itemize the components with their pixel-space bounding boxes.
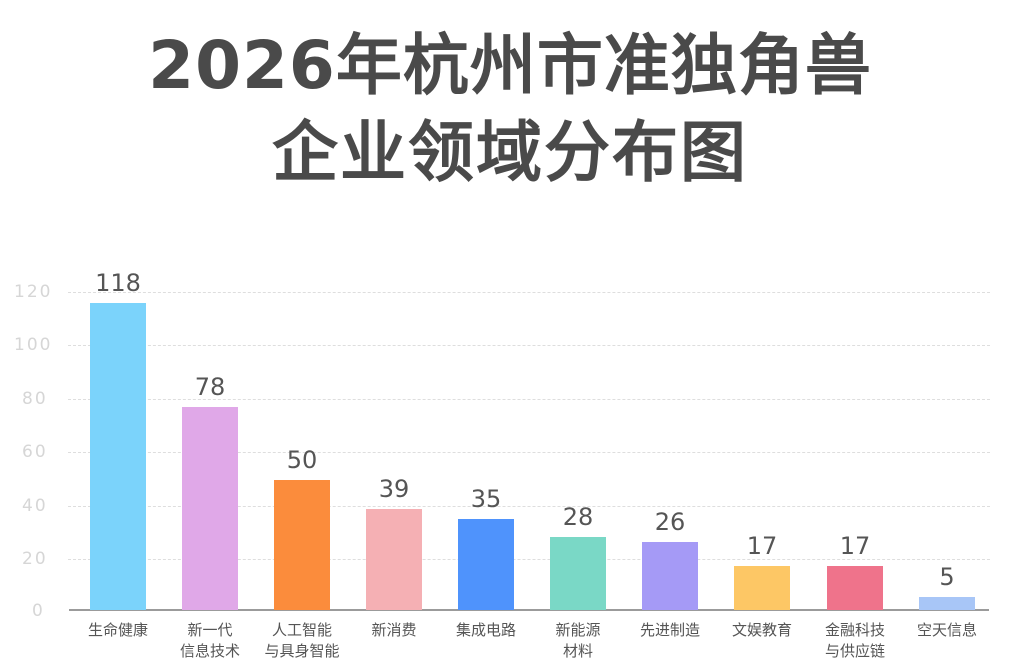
y-tick-label: 100 (14, 335, 53, 355)
value-label: 39 (378, 475, 410, 503)
bar-culture-education (734, 566, 790, 610)
bar-fintech-supply-chain (827, 566, 883, 610)
y-tick-label: 120 (14, 282, 53, 302)
bar-next-gen-it (182, 407, 238, 610)
x-tick-label: 金融科技 与供应链 (824, 621, 885, 660)
bar-aerospace-info (919, 597, 975, 610)
gridline-100 (68, 345, 990, 346)
chart-title-line2: 企业领域分布图 (272, 114, 748, 191)
y-tick-label: 20 (22, 549, 48, 569)
bar-advanced-manufacturing (642, 542, 698, 610)
gridline-60 (68, 452, 990, 453)
gridline-20 (68, 559, 990, 560)
bar-ai-embodied (274, 480, 330, 610)
bar-new-consumption (366, 509, 422, 610)
value-label: 26 (654, 508, 686, 536)
value-label: 5 (939, 563, 955, 591)
gridline-120 (68, 292, 990, 293)
x-tick-label: 先进制造 (639, 621, 700, 639)
x-tick-label: 空天信息 (916, 621, 977, 639)
value-label: 17 (746, 532, 778, 560)
x-tick-label: 集成电路 (455, 621, 516, 639)
x-tick-label: 人工智能 与具身智能 (264, 621, 340, 660)
x-tick-label: 生命健康 (87, 621, 148, 639)
gridline-40 (68, 506, 990, 507)
value-label: 78 (194, 373, 226, 401)
bar-life-health (90, 303, 146, 610)
value-label: 28 (562, 503, 594, 531)
value-label: 118 (95, 269, 141, 297)
gridline-80 (68, 399, 990, 400)
y-tick-label: 80 (22, 389, 48, 409)
x-tick-label: 新一代 信息技术 (179, 621, 240, 660)
x-axis-line (69, 609, 989, 611)
y-tick-label: 0 (32, 601, 45, 621)
bar-integrated-circuit (458, 519, 514, 610)
bar-new-energy-materials (550, 537, 606, 610)
value-label: 17 (839, 532, 871, 560)
y-tick-label: 60 (22, 442, 48, 462)
value-label: 35 (470, 485, 502, 513)
chart-title-line1: 2026年杭州市准独角兽 (148, 27, 872, 104)
x-tick-label: 新能源 材料 (555, 621, 601, 660)
x-tick-label: 文娱教育 (731, 621, 792, 639)
y-tick-label: 40 (22, 496, 48, 516)
value-label: 50 (286, 446, 318, 474)
x-tick-label: 新消费 (371, 621, 417, 639)
